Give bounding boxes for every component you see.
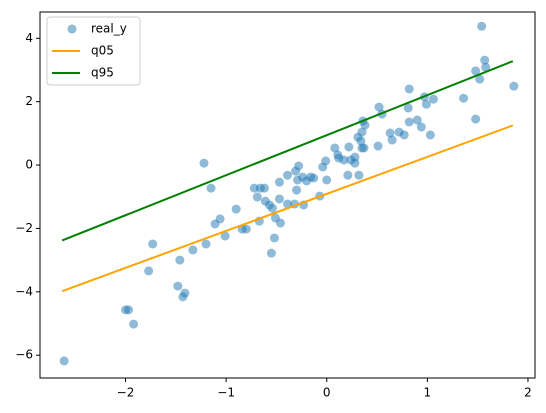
point (373, 141, 383, 151)
point (252, 192, 262, 202)
point (354, 170, 364, 180)
point (509, 81, 519, 91)
point (387, 135, 397, 145)
point (360, 120, 370, 130)
point (359, 143, 369, 153)
point (350, 158, 360, 168)
point (481, 62, 491, 72)
point (459, 93, 469, 103)
point (477, 21, 487, 31)
point (275, 218, 285, 228)
point (59, 356, 69, 366)
x-tick-label: 2 (524, 386, 532, 400)
point (403, 103, 413, 113)
point (343, 170, 353, 180)
point (199, 158, 209, 168)
point (330, 143, 340, 153)
point (339, 155, 349, 165)
point (274, 194, 284, 204)
point (259, 183, 269, 193)
line (61, 124, 514, 293)
point (267, 203, 277, 213)
point (124, 305, 134, 315)
point (412, 115, 422, 125)
y-tick-label: 4 (25, 31, 33, 45)
x-tick-label: 0 (323, 386, 331, 400)
point (148, 239, 158, 249)
point (321, 156, 331, 166)
point (188, 245, 198, 255)
point (344, 142, 354, 152)
point (215, 214, 225, 224)
point (421, 99, 431, 109)
point (385, 128, 395, 138)
point (274, 177, 284, 187)
frame (39, 11, 536, 379)
point (206, 183, 216, 193)
point (425, 130, 435, 140)
point (144, 266, 154, 276)
point (283, 170, 292, 180)
point (404, 117, 414, 127)
legend-box (46, 16, 141, 86)
legend-label: q05 (91, 44, 114, 58)
point (404, 84, 414, 94)
point (356, 136, 366, 146)
y-tick-label: −4 (15, 284, 33, 298)
point (374, 102, 384, 112)
point (241, 224, 251, 234)
point (322, 175, 332, 185)
point (266, 248, 276, 258)
x-tick-label: −2 (117, 386, 135, 400)
point (475, 74, 485, 84)
point (231, 204, 241, 214)
legend-label: q95 (91, 66, 114, 80)
point (220, 231, 230, 241)
point (416, 122, 426, 132)
point (471, 66, 481, 76)
line (61, 60, 514, 242)
legend-marker (67, 24, 77, 34)
point (309, 173, 319, 183)
y-tick-label: 2 (25, 94, 33, 108)
point (269, 233, 279, 243)
point (399, 130, 409, 140)
point (283, 199, 292, 209)
point (201, 239, 211, 249)
point (428, 94, 438, 104)
point (129, 319, 139, 329)
point (175, 255, 185, 265)
y-tick-label: −2 (15, 221, 33, 235)
point (480, 55, 490, 65)
point (471, 114, 481, 124)
y-tick-label: 0 (25, 158, 33, 172)
point (294, 161, 304, 171)
point (292, 185, 302, 195)
legend-label: real_y (91, 22, 127, 36)
point (173, 281, 183, 291)
y-tick-label: −6 (15, 348, 33, 362)
point (180, 288, 190, 298)
x-tick-label: −1 (217, 386, 235, 400)
point (357, 127, 367, 137)
x-tick-label: 1 (424, 386, 432, 400)
